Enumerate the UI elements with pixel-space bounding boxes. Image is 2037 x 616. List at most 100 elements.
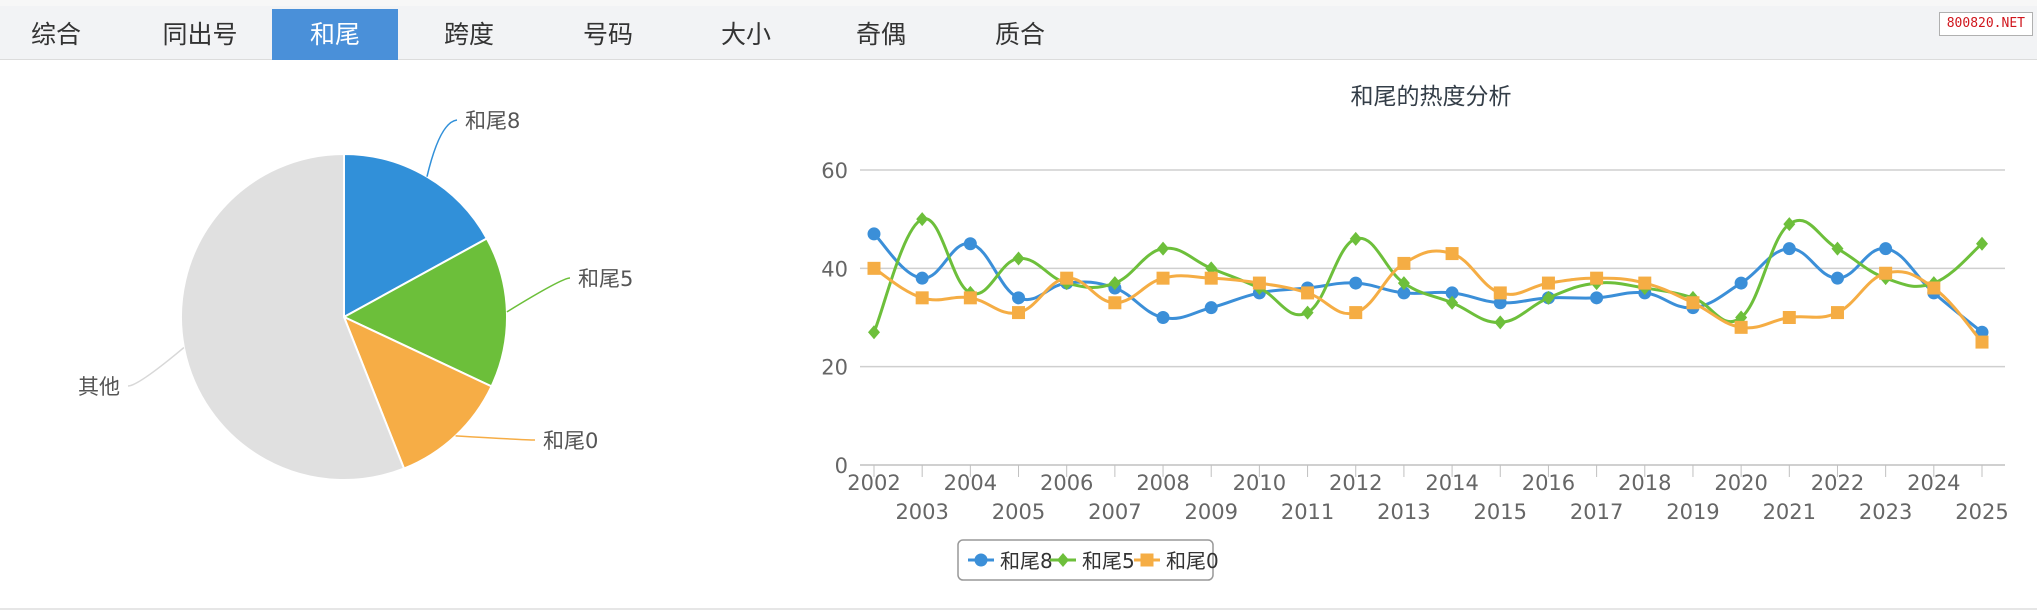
pie-label-4: 其他 [78,375,120,399]
series-line-2 [872,217,1983,333]
pie-connector-3 [455,435,536,441]
point-s3-18[interactable] [1686,296,1700,310]
point-s2-15[interactable] [1542,290,1555,305]
point-s2-11[interactable] [1349,231,1362,246]
y-tick-label-3: 40 [821,257,848,281]
point-s2-4[interactable] [1012,251,1025,266]
x-tick-label-4: 2005 [992,500,1045,524]
point-s1-14[interactable] [1493,296,1507,310]
legend-marker-1[interactable] [974,553,988,567]
point-s1-20[interactable] [1782,242,1796,256]
point-s3-24[interactable] [1975,335,1989,349]
point-s3-6[interactable] [1108,296,1122,310]
point-s1-1[interactable] [867,227,881,241]
point-s2-21[interactable] [1831,241,1844,256]
point-s3-9[interactable] [1252,276,1266,290]
legend-label-1[interactable]: 和尾8 [1000,549,1053,573]
pie-connector-4 [127,346,185,387]
point-s2-24[interactable] [1976,236,1988,251]
tab-1[interactable]: 综合 [30,20,81,49]
point-s1-2[interactable] [915,271,929,285]
tab-3[interactable]: 和尾 [272,9,398,60]
point-s1-13[interactable] [1445,286,1459,300]
y-tick-label-2: 20 [821,356,848,380]
y-tick-label-4: 60 [821,159,848,183]
pie-connector-1 [426,119,458,177]
x-tick-label-7: 2008 [1136,471,1189,495]
x-tick-label-15: 2016 [1522,471,1575,495]
point-s1-19[interactable] [1734,276,1748,290]
site-watermark: 800820.NET [1938,12,2033,36]
point-s3-3[interactable] [963,291,977,305]
point-s1-21[interactable] [1830,271,1844,285]
tab-5[interactable]: 号码 [582,20,633,49]
point-s1-4[interactable] [1012,291,1026,305]
point-s3-8[interactable] [1204,271,1218,285]
bottom-divider [0,608,2037,610]
point-s1-16[interactable] [1590,291,1604,305]
series-1 [867,227,1989,339]
point-s2-6[interactable] [1108,276,1121,291]
pie-slice-1[interactable] [343,152,489,319]
x-tick-label-3: 2004 [944,471,997,495]
point-s3-14[interactable] [1493,286,1507,300]
x-tick-label-22: 2023 [1859,500,1912,524]
point-s1-24[interactable] [1975,325,1989,339]
point-s1-22[interactable] [1879,242,1893,256]
legend-marker-3[interactable] [1140,553,1154,567]
line-chart: 和尾的热度分析 0 20 40 60 2002 2003 2004 2005 2006 2007 20… [821,84,2009,581]
point-s1-11[interactable] [1349,276,1363,290]
x-tick-label-9: 2010 [1233,471,1286,495]
top-strip [0,0,2037,6]
point-s2-20[interactable] [1783,217,1796,232]
point-s2-7[interactable] [1157,241,1170,256]
point-s3-2[interactable] [915,291,929,305]
legend-marker-2[interactable] [1057,553,1069,567]
point-s3-13[interactable] [1445,247,1459,261]
point-s3-7[interactable] [1156,271,1170,285]
x-tick-label-14: 2015 [1474,500,1527,524]
point-s3-11[interactable] [1349,306,1363,320]
legend-label-2[interactable]: 和尾5 [1082,549,1135,573]
point-s1-8[interactable] [1204,301,1218,315]
point-s3-17[interactable] [1638,276,1652,290]
point-s3-16[interactable] [1590,271,1604,285]
pie-label-1: 和尾8 [465,109,520,133]
point-s3-20[interactable] [1782,311,1796,324]
pie-connector-2 [506,277,571,313]
x-tick-label-23: 2024 [1907,471,1960,495]
point-s3-15[interactable] [1541,276,1555,290]
chart-title: 和尾的热度分析 [1351,84,1512,110]
x-tick-label-10: 2011 [1281,500,1334,524]
point-s2-12[interactable] [1397,276,1410,291]
point-s3-10[interactable] [1301,286,1315,300]
series-2 [868,212,1988,340]
point-s3-5[interactable] [1060,271,1074,285]
point-s2-1[interactable] [868,325,880,340]
tab-7[interactable]: 奇偶 [855,20,906,49]
point-s3-1[interactable] [867,261,881,275]
legend-label-3[interactable]: 和尾0 [1166,549,1219,573]
point-s2-14[interactable] [1494,315,1507,330]
point-s3-4[interactable] [1012,306,1026,320]
point-s1-7[interactable] [1156,311,1170,324]
point-s3-19[interactable] [1734,320,1748,334]
point-s2-10[interactable] [1301,305,1314,320]
tab-2[interactable]: 同出号 [162,20,238,49]
point-s3-22[interactable] [1879,266,1893,280]
tab-6[interactable]: 大小 [720,20,771,49]
pie-slice-2[interactable] [341,237,508,388]
x-tick-label-11: 2012 [1329,471,1382,495]
point-s2-13[interactable] [1446,295,1459,310]
x-tick-label-13: 2014 [1425,471,1478,495]
point-s3-21[interactable] [1830,306,1844,320]
point-s3-23[interactable] [1927,281,1941,295]
x-tick-label-1: 2002 [847,471,900,495]
pie-slice-4[interactable] [180,152,406,481]
point-s1-12[interactable] [1397,286,1411,300]
tab-8[interactable]: 质合 [994,20,1045,49]
point-s1-3[interactable] [963,237,977,251]
point-s3-12[interactable] [1397,256,1411,270]
tab-4[interactable]: 跨度 [443,20,494,49]
point-s2-2[interactable] [916,212,929,227]
